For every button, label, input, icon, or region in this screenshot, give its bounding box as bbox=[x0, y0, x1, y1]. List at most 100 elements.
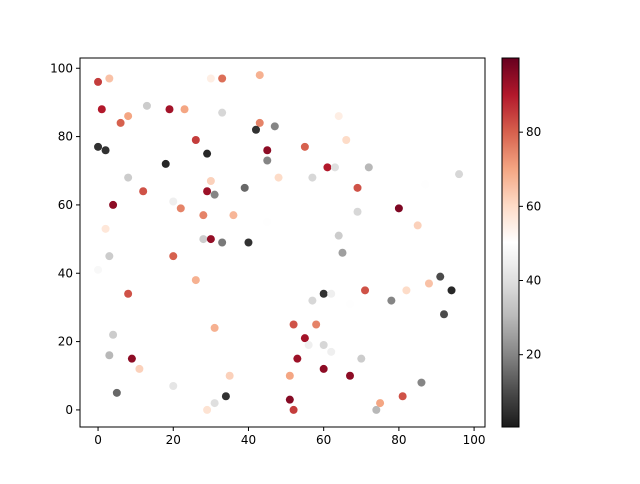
point bbox=[346, 371, 354, 380]
point bbox=[436, 272, 445, 281]
point bbox=[353, 183, 362, 192]
point bbox=[206, 177, 215, 185]
point bbox=[263, 146, 272, 155]
point bbox=[357, 354, 366, 363]
point bbox=[270, 122, 279, 131]
point bbox=[300, 142, 309, 151]
point bbox=[206, 235, 215, 244]
point bbox=[440, 310, 449, 319]
point bbox=[455, 170, 464, 179]
point bbox=[191, 136, 200, 144]
point bbox=[94, 265, 103, 274]
point bbox=[218, 238, 227, 247]
point bbox=[323, 163, 332, 172]
x-tick-label: 0 bbox=[94, 433, 102, 447]
point bbox=[387, 296, 396, 305]
point bbox=[417, 378, 426, 387]
point bbox=[101, 224, 110, 233]
point bbox=[285, 395, 294, 404]
point bbox=[304, 341, 313, 349]
point bbox=[94, 142, 103, 151]
point bbox=[203, 187, 212, 196]
point bbox=[334, 231, 343, 240]
point bbox=[338, 248, 347, 257]
point bbox=[191, 276, 200, 285]
point bbox=[319, 341, 328, 349]
point bbox=[240, 183, 249, 192]
point bbox=[289, 320, 298, 329]
point bbox=[221, 392, 230, 401]
point bbox=[424, 279, 433, 288]
point bbox=[142, 101, 151, 110]
point bbox=[413, 221, 422, 230]
point bbox=[334, 112, 343, 121]
point bbox=[210, 190, 219, 199]
colorbar bbox=[501, 57, 520, 428]
point bbox=[421, 180, 430, 189]
y-tick-label: 100 bbox=[50, 61, 73, 75]
point bbox=[169, 197, 178, 206]
point bbox=[330, 163, 339, 172]
point bbox=[364, 163, 373, 172]
x-tick-label: 80 bbox=[391, 433, 406, 447]
x-tick-label: 40 bbox=[241, 433, 256, 447]
point bbox=[255, 118, 264, 127]
colorbar-tick-label: 20 bbox=[526, 348, 541, 362]
point bbox=[203, 149, 212, 158]
point bbox=[127, 354, 136, 363]
point bbox=[112, 388, 121, 397]
point bbox=[169, 382, 178, 390]
point bbox=[105, 74, 114, 83]
y-tick-label: 20 bbox=[58, 335, 73, 349]
point bbox=[161, 159, 170, 168]
point bbox=[319, 364, 328, 373]
x-tick-label: 100 bbox=[463, 433, 486, 447]
point bbox=[402, 286, 411, 295]
point bbox=[94, 77, 103, 86]
point bbox=[109, 200, 118, 209]
point bbox=[210, 399, 219, 408]
point bbox=[327, 347, 336, 356]
point bbox=[124, 289, 133, 298]
point bbox=[139, 187, 148, 196]
point bbox=[398, 392, 407, 401]
point bbox=[244, 238, 253, 247]
point bbox=[229, 211, 238, 220]
point bbox=[176, 204, 185, 213]
point bbox=[312, 320, 321, 329]
y-tick-label: 40 bbox=[58, 266, 73, 280]
point bbox=[255, 71, 264, 80]
point bbox=[109, 330, 118, 339]
colorbar-tick-label: 80 bbox=[526, 125, 541, 139]
y-tick-label: 60 bbox=[58, 198, 73, 212]
point bbox=[203, 405, 212, 414]
point bbox=[319, 289, 328, 298]
point bbox=[225, 371, 234, 380]
point bbox=[169, 252, 178, 261]
point bbox=[251, 125, 260, 134]
point bbox=[97, 105, 106, 114]
point bbox=[394, 204, 403, 213]
colorbar-tick-label: 40 bbox=[526, 274, 541, 288]
point bbox=[101, 146, 110, 155]
point bbox=[300, 334, 309, 343]
point bbox=[342, 136, 351, 144]
point bbox=[165, 105, 174, 114]
point bbox=[218, 108, 227, 117]
point bbox=[285, 371, 294, 380]
point bbox=[376, 399, 385, 408]
point bbox=[124, 112, 133, 121]
point bbox=[308, 173, 317, 182]
colorbar-tick-label: 60 bbox=[526, 199, 541, 213]
plot-frame bbox=[79, 57, 486, 428]
point bbox=[135, 364, 144, 373]
point bbox=[308, 296, 317, 305]
point bbox=[293, 354, 302, 363]
y-tick-label: 0 bbox=[65, 403, 73, 417]
point bbox=[361, 286, 370, 295]
point bbox=[210, 323, 219, 332]
point bbox=[289, 405, 298, 414]
point bbox=[372, 405, 381, 414]
point bbox=[346, 300, 354, 308]
